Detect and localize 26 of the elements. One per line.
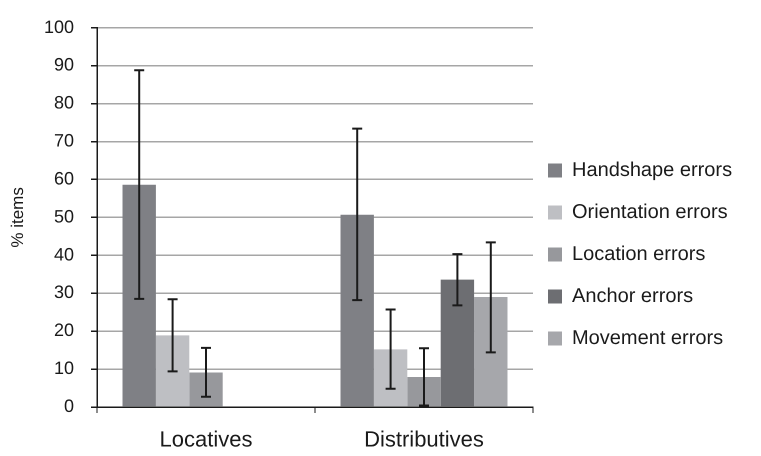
y-tick-label: 70: [54, 130, 74, 151]
bar: [440, 280, 474, 406]
legend-label: Orientation errors: [572, 201, 728, 224]
y-tick-label: 60: [54, 168, 74, 188]
legend-label: Movement errors: [572, 327, 724, 350]
bar: [374, 349, 408, 406]
legend-label: Anchor errors: [572, 285, 694, 308]
y-tick-label: 0: [64, 396, 74, 416]
y-tick-label: 100: [44, 16, 74, 37]
x-tick-label: Distributives: [364, 426, 484, 452]
bar: [340, 214, 374, 406]
y-axis-title: % items: [8, 187, 27, 248]
bar: [156, 335, 190, 406]
y-tick-label: 10: [54, 358, 74, 378]
y-tick-label: 40: [54, 244, 74, 264]
y-tick-label: 80: [54, 92, 74, 113]
y-tick-label: 90: [54, 54, 74, 75]
bar: [122, 184, 156, 406]
y-tick-label: 50: [54, 206, 74, 226]
y-tick-label: 30: [54, 282, 74, 302]
bar: [189, 372, 223, 406]
legend-label: Handshape errors: [572, 159, 732, 182]
bar: [407, 377, 441, 406]
legend-label: Location errors: [572, 243, 706, 266]
y-tick-label: 20: [54, 320, 74, 340]
x-tick-label: Locatives: [160, 426, 252, 452]
